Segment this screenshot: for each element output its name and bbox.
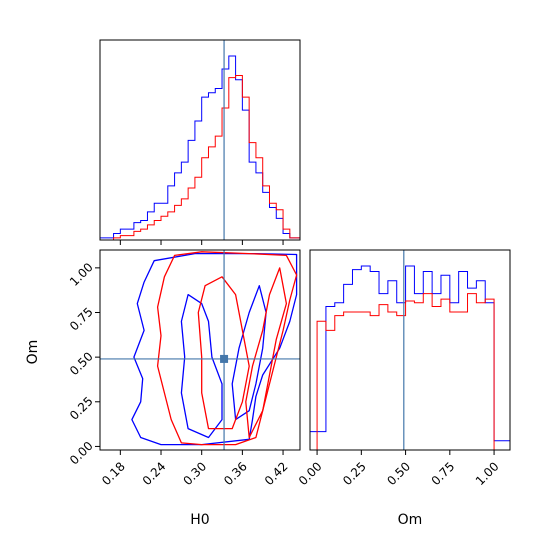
- y-axis-label-om: Om: [25, 340, 41, 365]
- y-tick-label: 0.50: [67, 349, 96, 378]
- x-tick-label: 0.36: [221, 459, 250, 488]
- axes-frame: [99, 39, 301, 241]
- h0-om-contour-panel: 0.18 0.24 0.30 0.36 0.42 0.00 0.25 0.50 0.75 1.00: [67, 249, 301, 488]
- y-tick-label: 0.00: [67, 439, 96, 468]
- x-tick-label: 0.50: [384, 459, 413, 488]
- histogram-series-blue: [309, 265, 511, 450]
- om-marginal-panel: 0.00 0.25 0.50 0.75 1.00: [296, 249, 511, 488]
- x-tick-label: 0.42: [262, 459, 291, 488]
- contour-red: [245, 267, 288, 439]
- contour-red: [156, 251, 298, 446]
- truth-marker: [220, 354, 229, 363]
- histogram-series-red: [310, 293, 510, 451]
- axes-frame: [309, 249, 511, 451]
- x-tick-label: 1.00: [473, 459, 502, 488]
- x-tick-label: 0.18: [99, 459, 128, 488]
- contour-blue: [131, 252, 298, 446]
- x-tick-label: 0.30: [180, 459, 209, 488]
- histogram-series-red: [100, 74, 301, 241]
- x-axis-label-om: Om: [398, 512, 423, 528]
- x-axis-label-h0: H0: [190, 512, 209, 528]
- y-tick-label: 1.00: [67, 260, 96, 289]
- x-tick-label: 0.24: [140, 459, 169, 488]
- x-tick-label: 0.75: [429, 459, 458, 488]
- x-tick-label: 0.00: [296, 459, 325, 488]
- axes-frame: [99, 249, 301, 451]
- histogram-series-blue: [99, 55, 301, 240]
- x-tick-label: 0.25: [340, 459, 369, 488]
- contour-blue: [180, 293, 223, 439]
- contour-red: [197, 276, 250, 430]
- h0-marginal-panel: [99, 39, 301, 245]
- y-tick-label: 0.75: [67, 305, 96, 334]
- contour-blue: [231, 285, 267, 421]
- y-tick-label: 0.25: [67, 394, 96, 423]
